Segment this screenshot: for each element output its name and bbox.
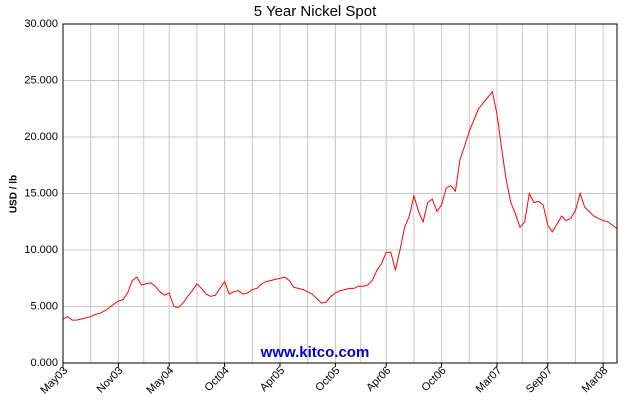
line <box>62 90 618 321</box>
x-tick-label: Nov03 <box>95 365 126 396</box>
x-tick-label: Oct06 <box>419 365 448 394</box>
y-tick-label: 0.000 <box>30 357 58 369</box>
x-tick-label: Mar07 <box>474 365 505 396</box>
y-tick-label: 15.000 <box>24 187 58 199</box>
x-tick-label: May03 <box>38 365 70 397</box>
x-tick-label: Oct05 <box>313 365 342 394</box>
x-tick-label: Mar08 <box>580 365 611 396</box>
y-tick-label: 5.000 <box>30 300 58 312</box>
y-axis-label: USD / lb <box>9 175 20 213</box>
y-tick-label: 20.000 <box>24 131 58 143</box>
x-tick-label: Apr06 <box>364 365 393 394</box>
x-tick-label: Oct04 <box>203 365 232 394</box>
y-tick-label: 25.000 <box>24 74 58 86</box>
chart-title: 5 Year Nickel Spot <box>254 3 377 20</box>
y-tick-label: 30.000 <box>24 18 58 30</box>
plot-frame <box>62 23 618 364</box>
y-tick-label: 10.000 <box>24 244 58 256</box>
x-tick-label: Apr05 <box>258 365 287 394</box>
watermark: www.kitco.com <box>260 344 370 361</box>
x-tick-label: Sep07 <box>524 365 555 396</box>
x-tick-label: May04 <box>145 365 177 397</box>
